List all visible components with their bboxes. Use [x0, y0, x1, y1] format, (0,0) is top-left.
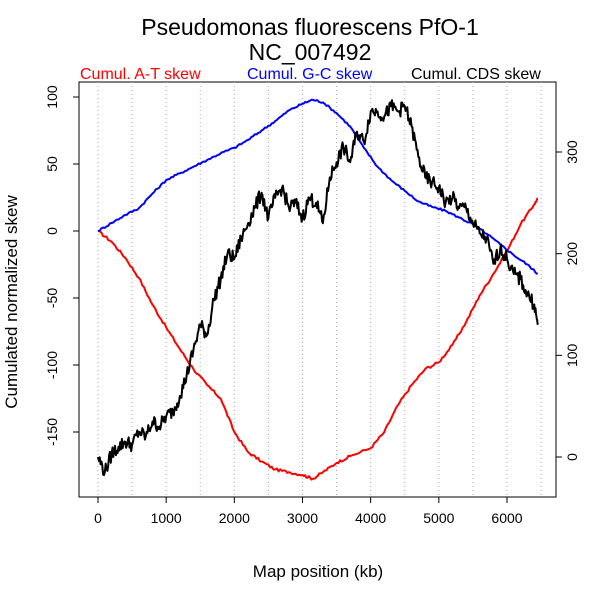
- x-tick-label: 1000: [151, 510, 182, 526]
- x-tick-label: 4000: [355, 510, 386, 526]
- series-lines: [97, 98, 539, 481]
- legend-cds-skew: Cumul. CDS skew: [411, 66, 541, 83]
- x-axis: 0 1000 2000 3000 4000 5000 6000: [94, 496, 523, 526]
- grid-lines: [97, 82, 542, 497]
- y-tick-label: -100: [44, 351, 60, 379]
- y-axis-left: 100 50 0 -50 -100 -150: [44, 85, 79, 446]
- x-tick-label: 0: [94, 510, 102, 526]
- x-tick-label: 5000: [423, 510, 454, 526]
- y-tick-label: -50: [44, 288, 60, 308]
- y-tick-label: 0: [44, 227, 60, 235]
- x-axis-label: Map position (kb): [253, 562, 383, 581]
- y-axis-label: Cumulated normalized skew: [2, 195, 21, 409]
- x-tick-label: 3000: [287, 510, 318, 526]
- y-axis-right: 300 200 100 0: [556, 140, 580, 461]
- y2-tick-label: 300: [564, 140, 580, 164]
- chart-subtitle: NC_007492: [249, 39, 372, 65]
- series-at-skew-line: [97, 197, 539, 481]
- chart-title: Pseudomonas fluorescens PfO-1: [141, 14, 479, 40]
- y2-tick-label: 100: [564, 343, 580, 367]
- y2-tick-label: 200: [564, 242, 580, 266]
- y-tick-label: 50: [44, 156, 60, 172]
- x-tick-label: 6000: [491, 510, 522, 526]
- series-gc-skew-line: [97, 98, 539, 275]
- legend-at-skew: Cumul. A-T skew: [80, 66, 201, 83]
- y2-tick-label: 0: [564, 453, 580, 461]
- y-tick-label: 100: [44, 85, 60, 109]
- y-tick-label: -150: [44, 418, 60, 446]
- legend-gc-skew: Cumul. G-C skew: [247, 66, 373, 83]
- series-cds-skew-line: [97, 99, 539, 476]
- x-tick-label: 2000: [219, 510, 250, 526]
